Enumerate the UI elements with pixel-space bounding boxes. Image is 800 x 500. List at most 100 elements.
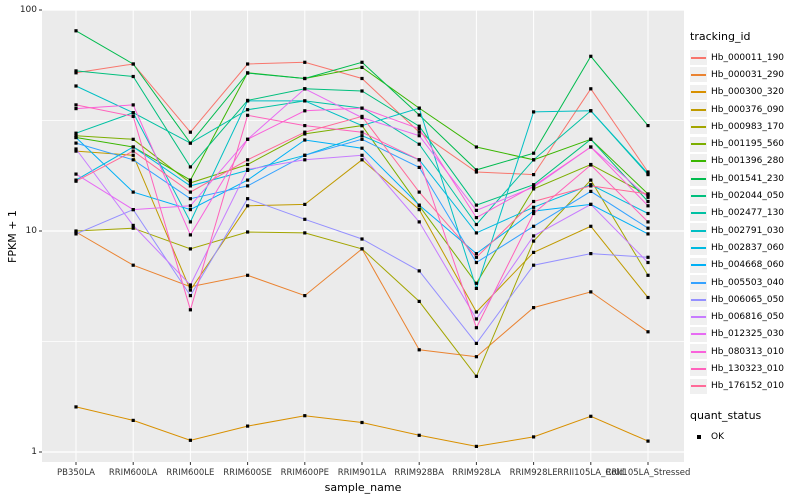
legend: tracking_id Hb_000011_190 Hb_000031_290 Hb… — [690, 30, 798, 445]
data-point — [188, 130, 192, 134]
data-point — [131, 103, 135, 107]
legend-item: Hb_006816_050 — [690, 308, 798, 325]
data-point — [188, 141, 192, 145]
data-point — [246, 71, 250, 75]
legend-item-label: Hb_000300_320 — [711, 87, 785, 98]
data-point — [188, 285, 192, 289]
data-point — [532, 184, 536, 188]
legend-item-label: Hb_002791_030 — [711, 225, 785, 236]
data-point — [589, 145, 593, 149]
x-tick-label: RRIM928LE — [509, 468, 558, 478]
legend-key-swatch — [690, 361, 707, 377]
data-point — [532, 435, 536, 439]
legend-quant-items: OK — [690, 428, 798, 445]
data-point — [532, 205, 536, 209]
data-point — [589, 178, 593, 182]
data-point — [417, 348, 421, 352]
data-point — [646, 295, 650, 300]
legend-key-line — [691, 367, 706, 370]
legend-item-label: Hb_004668_060 — [711, 260, 785, 271]
data-point — [589, 109, 593, 113]
legend-item: Hb_080313_010 — [690, 343, 798, 360]
data-point — [360, 60, 364, 64]
data-point — [74, 179, 78, 183]
data-point — [131, 418, 135, 422]
data-point — [246, 113, 250, 117]
data-point — [246, 424, 250, 428]
data-point — [246, 273, 250, 277]
data-point — [246, 204, 250, 208]
legend-item-label: Hb_002477_130 — [711, 208, 785, 219]
legend-key-line — [691, 229, 706, 232]
data-point — [360, 137, 364, 141]
data-point — [188, 208, 192, 212]
data-point — [303, 132, 307, 136]
legend-key-swatch — [690, 429, 707, 444]
legend-item-label: Hb_176152_010 — [711, 381, 785, 392]
legend-item: Hb_012325_030 — [690, 326, 798, 343]
legend-title-tracking-id: tracking_id — [690, 30, 751, 43]
data-point — [646, 439, 650, 443]
data-point — [188, 190, 192, 194]
data-point — [474, 310, 478, 314]
data-point — [646, 330, 650, 334]
data-point — [74, 103, 78, 107]
legend-item: Hb_001396_280 — [690, 153, 798, 170]
legend-key-swatch — [690, 257, 707, 273]
data-point — [303, 130, 307, 134]
data-point — [646, 199, 650, 204]
data-point — [74, 149, 78, 153]
data-point — [246, 108, 250, 112]
data-point — [188, 178, 192, 182]
data-point — [303, 153, 307, 157]
data-point — [417, 106, 421, 110]
data-point — [474, 281, 478, 285]
data-point — [532, 151, 536, 155]
data-point — [74, 405, 78, 409]
data-point — [417, 190, 421, 194]
legend-key-line — [691, 350, 706, 353]
data-point — [360, 247, 364, 251]
x-tick-label: RRIM928BA — [394, 468, 444, 478]
data-point — [188, 184, 192, 188]
legend-item-label: Hb_001195_560 — [711, 139, 785, 150]
data-point — [474, 145, 478, 149]
data-point — [303, 99, 307, 103]
legend-item-label: Hb_012325_030 — [711, 329, 785, 340]
data-point — [360, 130, 364, 134]
x-tick-label: RRII105LA_Stressed — [605, 468, 691, 478]
data-point — [474, 208, 478, 212]
legend-item: Hb_002477_130 — [690, 205, 798, 222]
legend-key-swatch — [690, 205, 707, 221]
data-point — [589, 252, 593, 256]
data-point — [131, 263, 135, 267]
data-point — [131, 74, 135, 79]
data-point — [74, 134, 78, 138]
data-point — [474, 374, 478, 378]
data-point — [589, 54, 593, 58]
data-point — [74, 29, 78, 33]
data-point — [188, 233, 192, 237]
legend-key-line — [691, 73, 706, 76]
legend-key-line — [691, 108, 706, 111]
data-point — [360, 134, 364, 138]
data-point — [589, 189, 593, 193]
legend-key-line — [691, 125, 706, 128]
legend-key-swatch — [690, 136, 707, 152]
data-point — [74, 135, 78, 140]
x-tick-label: RRII105LA_Cold — [557, 468, 625, 478]
legend-item-label: Hb_005503_040 — [711, 277, 785, 288]
data-point — [417, 433, 421, 437]
data-point — [474, 216, 478, 220]
data-point — [246, 99, 250, 103]
data-point — [188, 247, 192, 251]
data-point — [417, 142, 421, 146]
data-point — [74, 141, 78, 145]
data-point — [360, 158, 364, 162]
data-point — [360, 106, 364, 110]
legend-item: Hb_002044_050 — [690, 187, 798, 204]
data-point — [474, 286, 478, 290]
legend-key-line — [691, 281, 706, 284]
data-point — [303, 158, 307, 162]
